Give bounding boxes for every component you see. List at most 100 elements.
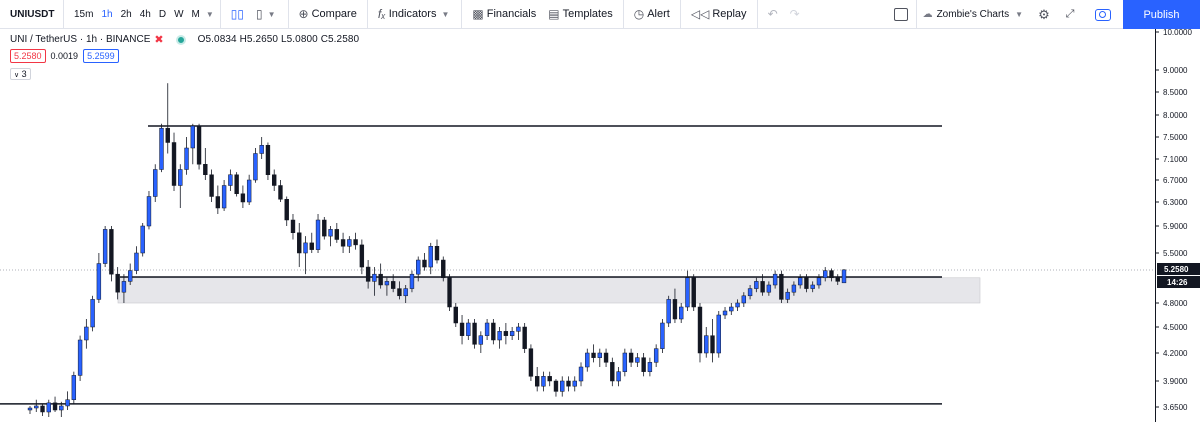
candle-body-up [84, 326, 89, 341]
countdown-badge [1157, 276, 1200, 288]
candle [265, 142, 271, 180]
symbol-search-button[interactable]: UNIUSDT [0, 0, 64, 29]
alert-button[interactable]: ◷ Alert [628, 0, 676, 29]
interval-15m[interactable]: 15m [74, 8, 94, 20]
candle [497, 327, 502, 349]
candle [90, 295, 95, 332]
candle-body-down [365, 266, 371, 282]
settings-button[interactable]: ⚙ [1031, 0, 1057, 29]
undo-button[interactable]: ↶ [762, 0, 784, 29]
templates-button[interactable]: ▤ Templates [542, 0, 618, 29]
candle [121, 274, 127, 303]
price-axis-background [1155, 29, 1200, 422]
candle [722, 307, 728, 319]
candle [196, 123, 202, 170]
expand-icon: ⤢ [1065, 8, 1075, 20]
candle-body-up [71, 375, 77, 400]
candle-body-down [359, 244, 365, 268]
candle [566, 376, 571, 392]
candle [340, 232, 346, 253]
close-icon[interactable]: ✖ [154, 34, 164, 46]
price-chart[interactable]: 10.0000 9.0000 8.5000 8.0000 7.5000 7.1000 6.7… [0, 29, 1200, 422]
candle-body-up [497, 331, 502, 341]
buy-price-button[interactable]: 5.2599 [83, 49, 119, 63]
candle [416, 256, 421, 282]
replay-button[interactable]: ◁◁ Replay [685, 0, 753, 29]
candle [622, 348, 628, 377]
interval-m[interactable]: M [191, 8, 200, 20]
candle-body-up [328, 229, 333, 237]
candle [140, 223, 145, 257]
candle [328, 226, 333, 247]
candle-body-down [760, 281, 765, 293]
price-tick-label: 4.8000 [1163, 299, 1188, 308]
candle-body-up [190, 125, 195, 149]
candle-body-down [309, 242, 314, 250]
redo-button[interactable]: ↷ [784, 0, 806, 29]
layout-menu-button[interactable]: ☁ Zombie's Charts ▼ [915, 0, 1031, 29]
fullscreen-button[interactable]: ⤢ [1057, 0, 1083, 29]
symbol-title[interactable]: UNI / TetherUS · 1h · BINANCE [10, 34, 151, 45]
bars-icon: ▯ [256, 7, 263, 21]
candle [704, 327, 709, 358]
candle-body-up [121, 281, 127, 293]
financials-button[interactable]: ▩ Financials [466, 0, 542, 29]
interval-1h[interactable]: 1h [101, 8, 113, 20]
bar-style-button[interactable]: ▯ ▼ [250, 0, 284, 29]
candle [390, 274, 396, 293]
candle-body-up [816, 277, 822, 286]
candle-body-down [610, 362, 615, 382]
interval-dropdown-icon[interactable]: ▼ [205, 9, 214, 19]
candle [804, 274, 809, 293]
candle-body-up [228, 174, 233, 186]
candle-body-down [566, 380, 571, 387]
candle [585, 348, 590, 372]
candle-body-up [704, 335, 709, 354]
candle [153, 164, 158, 202]
collapsed-count: 3 [21, 69, 27, 79]
interval-d[interactable]: D [158, 8, 167, 20]
candle-body-up [184, 147, 189, 170]
candle [409, 270, 415, 293]
chevron-down-icon: ▼ [267, 9, 276, 19]
interval-2h[interactable]: 2h [120, 8, 132, 20]
candle [691, 274, 696, 311]
sell-price-button[interactable]: 5.2580 [10, 49, 46, 63]
interval-4h[interactable]: 4h [139, 8, 151, 20]
candle-body-down [297, 232, 302, 254]
candle [635, 353, 640, 367]
indicators-button[interactable]: fₓ Indicators ▼ [372, 0, 458, 29]
candle [672, 288, 678, 323]
indicators-collapse-button[interactable]: ∨ 3 [10, 68, 31, 80]
candles-layer [27, 83, 847, 417]
templates-label: Templates [562, 8, 613, 20]
divider [219, 0, 221, 29]
price-tick-label: 6.3000 [1163, 198, 1188, 207]
candle [334, 223, 340, 243]
price-tick-label: 3.9000 [1163, 377, 1188, 386]
candle-body-down [209, 174, 214, 197]
candle [246, 174, 252, 205]
snapshot-button[interactable] [1083, 0, 1123, 29]
candle-body-down [322, 219, 327, 237]
horizontal-lines-layer [0, 125, 1155, 405]
candle-body-up [823, 270, 828, 279]
candle [215, 185, 221, 214]
candle-body-up [647, 362, 653, 372]
support-zone-layer [117, 277, 981, 304]
candle [322, 217, 327, 240]
interval-w[interactable]: W [174, 8, 184, 20]
layout-name: Zombie's Charts [936, 9, 1010, 20]
fullscreen-toggle-icon[interactable] [893, 8, 908, 21]
candle-body-down [115, 273, 120, 293]
price-axis[interactable]: 10.0000 9.0000 8.5000 8.0000 7.5000 7.1000 6.7… [1155, 29, 1200, 422]
publish-button[interactable]: Publish [1123, 0, 1200, 29]
candle-style-button[interactable]: ▯▯ [225, 0, 250, 29]
compare-button[interactable]: ⊕ Compare [293, 0, 363, 29]
undo-icon: ↶ [767, 7, 778, 21]
candle [760, 274, 765, 296]
candle-body-down [171, 142, 177, 186]
chevron-down-icon: ▼ [1015, 10, 1023, 19]
candle-body-up [384, 281, 390, 286]
candle-body-up [484, 322, 490, 336]
